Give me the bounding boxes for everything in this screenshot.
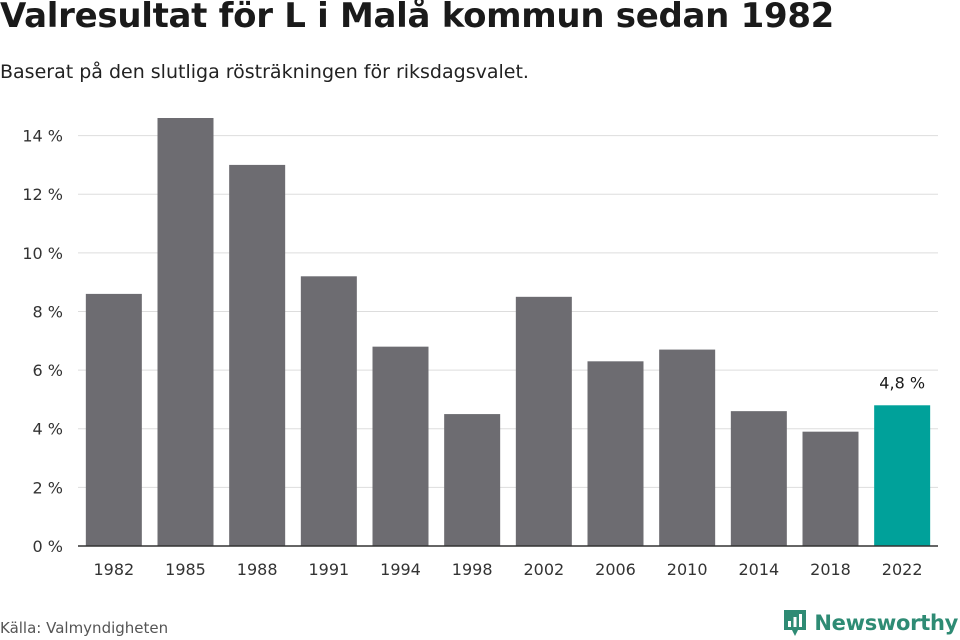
brand-logo: Newsworthy [782,608,958,638]
x-tick-label: 2014 [738,560,779,579]
chart-title: Valresultat för L i Malå kommun sedan 19… [0,0,835,36]
bar-1988 [229,164,286,546]
bar-2014 [730,411,787,546]
bar-1998 [444,414,501,546]
brand-name: Newsworthy [814,611,958,635]
y-tick-label: 6 % [33,361,63,380]
x-tick-label: 1994 [380,560,421,579]
y-tick-label: 12 % [22,185,63,204]
y-tick-label: 4 % [33,420,63,439]
bar-1994 [372,346,429,546]
bar-2006 [587,361,644,546]
y-tick-label: 8 % [33,302,63,321]
x-tick-label: 2002 [523,560,564,579]
y-tick-label: 2 % [33,478,63,497]
y-tick-label: 14 % [22,127,63,146]
data-label: 4,8 % [879,373,925,392]
x-tick-label: 2022 [882,560,923,579]
bar-2002 [515,296,572,546]
source-note: Källa: Valmyndigheten [0,619,169,637]
x-tick-label: 1998 [452,560,493,579]
x-tick-label: 2006 [595,560,636,579]
bar-2022 [874,405,931,546]
bar-2018 [802,431,859,546]
bar-chart: 0 % 2 % 4 % 6 % 8 % 10 % 12 % 14 % 1982 1985 1988 1… [22,118,938,579]
y-tick-label: 0 % [33,537,63,556]
bar-1985 [157,118,214,546]
bar-1991 [300,276,357,546]
bar-1982 [85,293,142,546]
y-tick-label: 10 % [22,244,63,263]
newsworthy-icon [784,610,807,636]
chart-subtitle: Baserat på den slutliga rösträkningen fö… [0,61,529,83]
x-tick-label: 2018 [810,560,851,579]
bar-2010 [659,349,716,546]
x-tick-label: 1988 [237,560,278,579]
x-tick-label: 1985 [165,560,206,579]
x-tick-label: 1991 [308,560,349,579]
x-tick-label: 1982 [93,560,134,579]
x-tick-label: 2010 [667,560,708,579]
